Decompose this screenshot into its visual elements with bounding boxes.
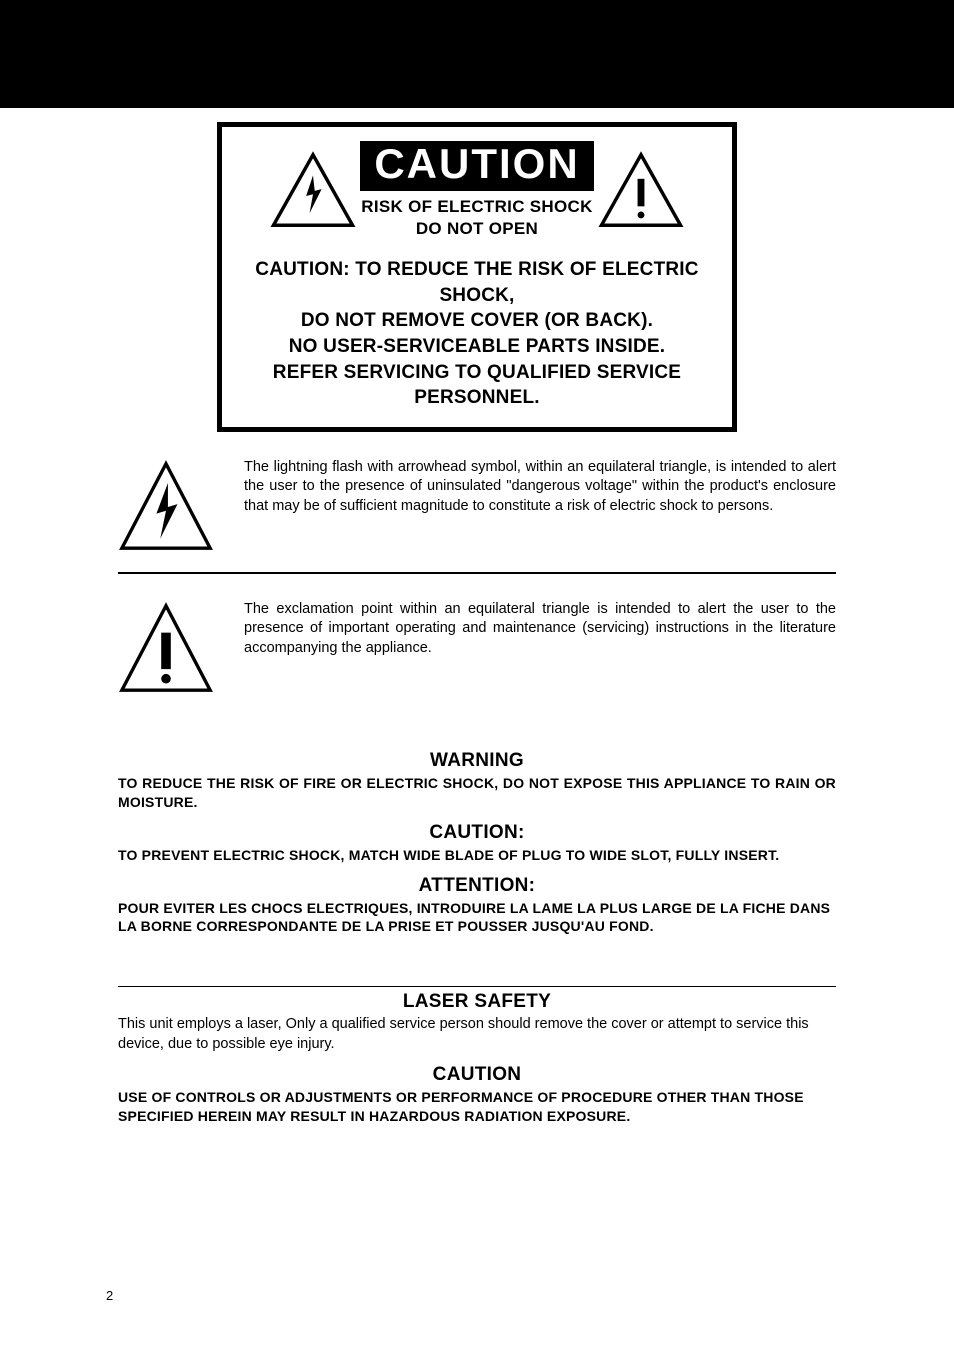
laser-caution-text: USE OF CONTROLS OR ADJUSTMENTS OR PERFOR… xyxy=(118,1088,836,1126)
caution-line-3: NO USER-SERVICEABLE PARTS INSIDE. xyxy=(234,334,720,360)
laser-text: This unit employs a laser, Only a qualif… xyxy=(118,1015,836,1054)
caution-box: CAUTION RISK OF ELECTRIC SHOCK DO NOT OP… xyxy=(217,122,737,432)
warning-heading: WARNING xyxy=(118,750,836,772)
caution-text: TO PREVENT ELECTRIC SHOCK, MATCH WIDE BL… xyxy=(118,846,836,865)
symbol-section: The lightning flash with arrowhead symbo… xyxy=(118,446,836,572)
divider xyxy=(118,986,836,987)
caution-subtitle-2: DO NOT OPEN xyxy=(360,219,593,239)
attention-text: POUR EVITER LES CHOCS ELECTRIQUES, INTRO… xyxy=(118,899,836,937)
warning-text: TO REDUCE THE RISK OF FIRE OR ELECTRIC S… xyxy=(118,774,836,812)
caution-title: CAUTION xyxy=(360,141,593,191)
laser-caution-heading: CAUTION xyxy=(118,1064,836,1086)
exclamation-symbol-text: The exclamation point within an equilate… xyxy=(244,600,836,659)
divider xyxy=(118,572,836,574)
caution-body-text: CAUTION: TO REDUCE THE RISK OF ELECTRIC … xyxy=(234,257,720,411)
caution-heading: CAUTION: xyxy=(118,822,836,844)
caution-line-2: DO NOT REMOVE COVER (OR BACK). xyxy=(234,308,720,334)
caution-line-4: REFER SERVICING TO QUALIFIED SERVICE PER… xyxy=(234,360,720,411)
caution-top-row: CAUTION RISK OF ELECTRIC SHOCK DO NOT OP… xyxy=(234,141,720,239)
exclamation-triangle-icon xyxy=(598,150,684,230)
page-number: 2 xyxy=(106,1288,113,1303)
warning-block: WARNING TO REDUCE THE RISK OF FIRE OR EL… xyxy=(118,750,836,936)
lightning-symbol-text: The lightning flash with arrowhead symbo… xyxy=(244,458,836,517)
exclamation-symbol-row: The exclamation point within an equilate… xyxy=(118,588,836,714)
exclamation-triangle-icon xyxy=(118,600,214,696)
caution-label-group: CAUTION RISK OF ELECTRIC SHOCK DO NOT OP… xyxy=(360,141,593,239)
laser-block: LASER SAFETY This unit employs a laser, … xyxy=(118,991,836,1126)
attention-heading: ATTENTION: xyxy=(118,875,836,897)
lightning-triangle-icon xyxy=(118,458,214,554)
caution-line-1: CAUTION: TO REDUCE THE RISK OF ELECTRIC … xyxy=(234,257,720,308)
caution-subtitle-1: RISK OF ELECTRIC SHOCK xyxy=(360,197,593,217)
symbol-section: The exclamation point within an equilate… xyxy=(118,588,836,714)
header-bar xyxy=(0,0,954,108)
lightning-triangle-icon xyxy=(270,150,356,230)
lightning-symbol-row: The lightning flash with arrowhead symbo… xyxy=(118,446,836,572)
laser-heading: LASER SAFETY xyxy=(118,991,836,1013)
